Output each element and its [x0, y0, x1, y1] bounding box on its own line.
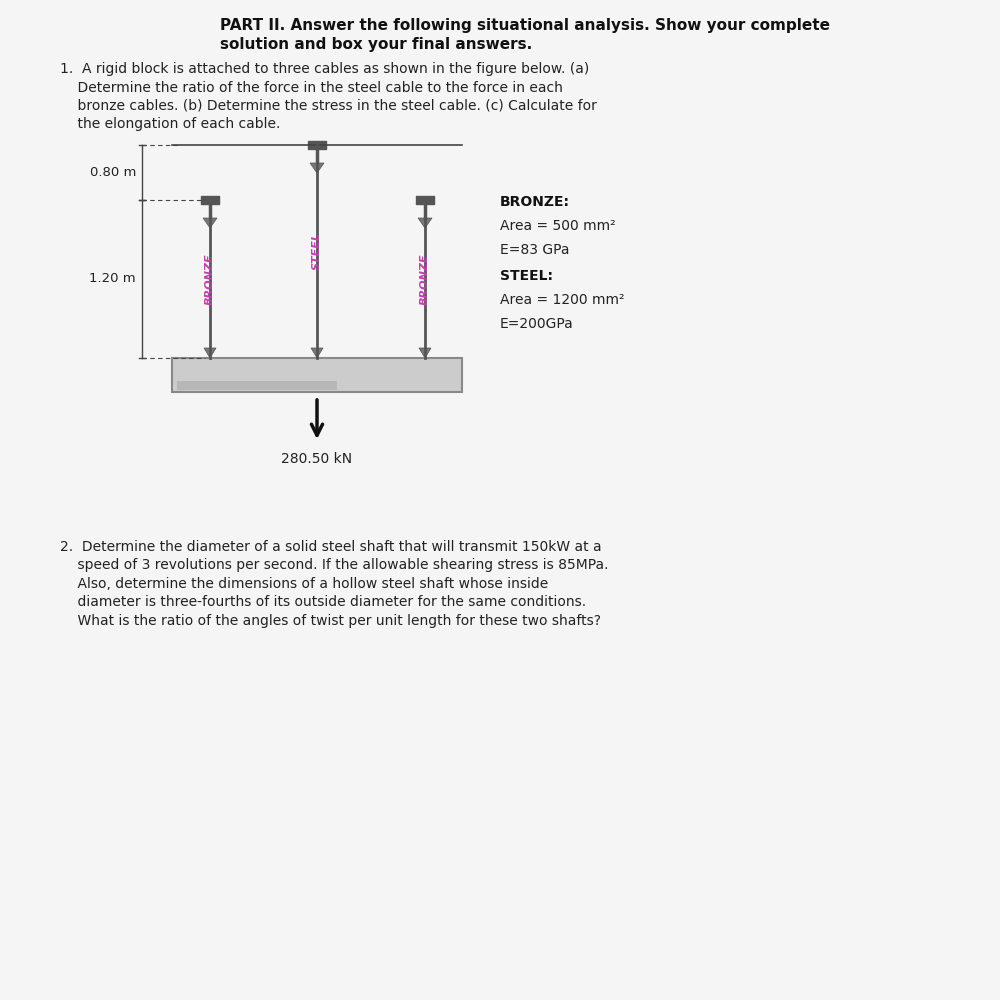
Polygon shape: [418, 218, 432, 228]
Text: 1.20 m: 1.20 m: [89, 272, 136, 286]
Text: 1.  A rigid block is attached to three cables as shown in the figure below. (a): 1. A rigid block is attached to three ca…: [60, 62, 589, 76]
Text: solution and box your final answers.: solution and box your final answers.: [220, 37, 532, 52]
Text: E=200GPa: E=200GPa: [500, 317, 574, 331]
Text: Area = 1200 mm²: Area = 1200 mm²: [500, 293, 624, 307]
Text: 2.  Determine the diameter of a solid steel shaft that will transmit 150kW at a: 2. Determine the diameter of a solid ste…: [60, 540, 602, 554]
Polygon shape: [310, 163, 324, 173]
Text: the elongation of each cable.: the elongation of each cable.: [60, 117, 280, 131]
Text: Area = 500 mm²: Area = 500 mm²: [500, 219, 616, 233]
Text: STEEL:: STEEL:: [500, 269, 553, 283]
Text: Determine the ratio of the force in the steel cable to the force in each: Determine the ratio of the force in the …: [60, 81, 563, 95]
Text: STEEL: STEEL: [312, 232, 322, 270]
Text: diameter is three-fourths of its outside diameter for the same conditions.: diameter is three-fourths of its outside…: [60, 595, 586, 609]
Text: BRONZE: BRONZE: [420, 253, 430, 305]
Bar: [172, 358, 462, 392]
Bar: [177, 381, 336, 390]
Text: 0.80 m: 0.80 m: [90, 166, 136, 179]
Polygon shape: [311, 348, 323, 358]
Text: bronze cables. (b) Determine the stress in the steel cable. (c) Calculate for: bronze cables. (b) Determine the stress …: [60, 99, 597, 113]
Text: E=83 GPa: E=83 GPa: [500, 243, 570, 257]
Text: 280.50 kN: 280.50 kN: [281, 452, 353, 466]
Text: speed of 3 revolutions per second. If the allowable shearing stress is 85MPa.: speed of 3 revolutions per second. If th…: [60, 558, 608, 572]
Text: BRONZE:: BRONZE:: [500, 195, 570, 209]
Text: BRONZE: BRONZE: [205, 253, 215, 305]
Polygon shape: [203, 218, 217, 228]
Text: What is the ratio of the angles of twist per unit length for these two shafts?: What is the ratio of the angles of twist…: [60, 614, 601, 628]
Polygon shape: [204, 348, 216, 358]
Text: PART II. Answer the following situational analysis. Show your complete: PART II. Answer the following situationa…: [220, 18, 830, 33]
Polygon shape: [419, 348, 431, 358]
Text: Also, determine the dimensions of a hollow steel shaft whose inside: Also, determine the dimensions of a holl…: [60, 577, 548, 591]
